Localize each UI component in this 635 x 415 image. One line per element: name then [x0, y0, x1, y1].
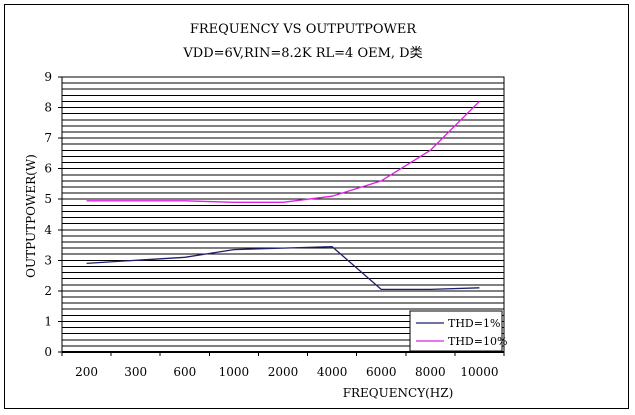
- y-tick-label: 6: [44, 162, 52, 176]
- grid-layer: [62, 82, 504, 347]
- x-axis-title: FREQUENCY(HZ): [343, 386, 454, 400]
- y-tick-label: 2: [44, 284, 52, 298]
- chart-subtitle: VDD=6V,RIN=8.2K RL=4 OEM, D类: [182, 46, 422, 61]
- x-tick-label: 4000: [317, 365, 348, 379]
- x-tick-label: 1000: [219, 365, 250, 379]
- y-tick-label: 4: [44, 223, 52, 237]
- x-tick-label: 8000: [415, 365, 446, 379]
- series-line-1: [86, 245, 480, 291]
- x-tick-label: 300: [124, 365, 147, 379]
- axis-layer: [61, 76, 505, 353]
- y-tick-label: 9: [44, 70, 52, 84]
- y-axis-title: OUTPUTPOWER(W): [24, 154, 38, 278]
- legend-box: [409, 310, 503, 352]
- y-tick-label: 8: [44, 101, 52, 115]
- y-tick-label: 7: [44, 131, 52, 145]
- legend-label-2: THD=10%: [448, 335, 507, 348]
- chart-svg: FREQUENCY VS OUTPUTPOWER VDD=6V,RIN=8.2K…: [24, 22, 507, 400]
- tick-layer: 0 1 2 3 4 5 6 7 8 9 200 300 600 1000 2000 4000 6000 8000 1…: [44, 70, 505, 379]
- y-tick-label: 5: [44, 192, 52, 206]
- legend: THD=1% THD=10%: [409, 310, 507, 352]
- x-tick-label: 600: [173, 365, 196, 379]
- y-tick-label: 0: [44, 345, 52, 359]
- chart-title: FREQUENCY VS OUTPUTPOWER: [190, 22, 418, 37]
- x-tick-label: 10000: [460, 365, 498, 379]
- y-tick-label: 3: [44, 253, 52, 267]
- x-tick-label: 2000: [268, 365, 299, 379]
- x-tick-label: 200: [75, 365, 98, 379]
- y-tick-label: 1: [44, 314, 52, 328]
- series-line-2: [86, 100, 480, 203]
- legend-label-1: THD=1%: [448, 317, 500, 330]
- series-layer: [86, 100, 480, 291]
- x-tick-label: 6000: [366, 365, 397, 379]
- chart-frame: FREQUENCY VS OUTPUTPOWER VDD=6V,RIN=8.2K…: [4, 4, 629, 409]
